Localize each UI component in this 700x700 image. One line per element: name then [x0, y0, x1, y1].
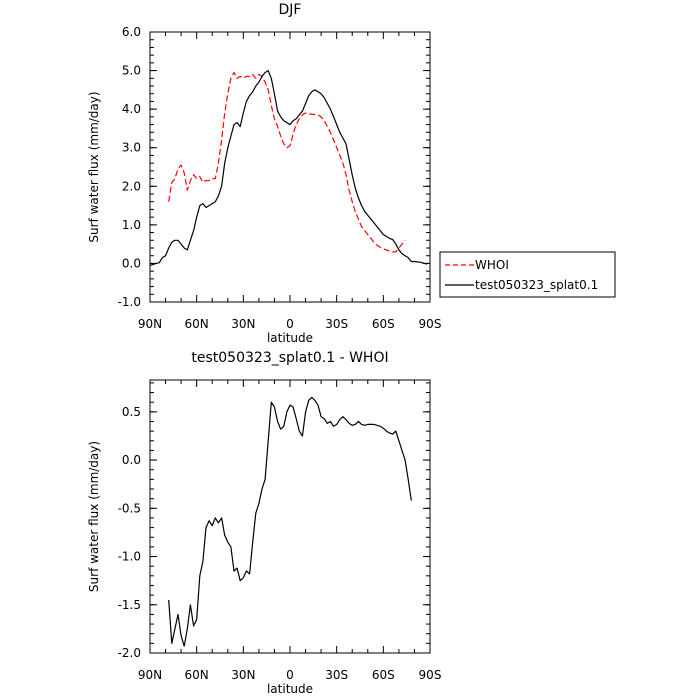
y-tick-label: -1.0 — [118, 550, 141, 564]
x-axis-label: latitude — [267, 682, 313, 696]
y-axis-label: Surf water flux (mm/day) — [87, 441, 101, 592]
y-tick-label: -0.5 — [118, 501, 141, 515]
x-tick-label: 60N — [185, 668, 209, 682]
series-line-test050323-splat0-1 — [149, 70, 428, 266]
legend-box — [439, 251, 616, 298]
y-tick-label: -1.0 — [118, 295, 141, 309]
x-tick-label: 60N — [185, 317, 209, 331]
legend-entry: test050323_splat0.1 — [475, 278, 598, 292]
series-line-whoi — [168, 71, 406, 253]
legend: WHOI test050323_splat0.1 — [439, 251, 616, 298]
chart-title: test050323_splat0.1 - WHOI — [191, 350, 388, 366]
y-axis-label: Surf water flux (mm/day) — [87, 91, 101, 242]
x-tick-label: 90N — [138, 668, 162, 682]
y-tick-label: 1.0 — [122, 218, 141, 232]
x-tick-label: 0 — [286, 317, 294, 331]
y-tick-label: -1.5 — [118, 598, 141, 612]
x-tick-label: 60S — [372, 317, 395, 331]
y-tick-label: 2.0 — [122, 179, 141, 193]
y-tick-label: 0.0 — [122, 256, 141, 270]
x-axis-label: latitude — [267, 331, 313, 345]
y-tick-label: 6.0 — [122, 25, 141, 39]
chart-title: DJF — [279, 2, 302, 18]
chart-panel-1: DJF 90N 60N 30N 0 30S 60S 90S -1.0 0.0 1.0 2.0 3.0 4.… — [87, 2, 616, 345]
y-tick-label: 0.5 — [122, 405, 141, 419]
x-tick-label: 60S — [372, 668, 395, 682]
x-tick-label: 30N — [231, 668, 255, 682]
x-tick-label: 90S — [419, 317, 442, 331]
series-line — [168, 396, 412, 647]
x-tick-label: 30N — [231, 317, 255, 331]
x-tick-label: 90N — [138, 317, 162, 331]
y-tick-label: 4.0 — [122, 102, 141, 116]
legend-entry: WHOI — [475, 258, 509, 272]
x-tick-label: 30S — [325, 668, 348, 682]
plot-frame — [149, 31, 431, 303]
y-tick-label: 3.0 — [122, 141, 141, 155]
x-tick-label: 90S — [419, 668, 442, 682]
y-tick-label: -2.0 — [118, 646, 141, 660]
x-tick-label: 0 — [286, 668, 294, 682]
chart-panel-2: test050323_splat0.1 - WHOI 90N 60N 30N 0 30S 6… — [87, 350, 441, 696]
y-tick-label: 0.0 — [122, 453, 141, 467]
x-tick-label: 30S — [325, 317, 348, 331]
y-tick-label: 5.0 — [122, 64, 141, 78]
